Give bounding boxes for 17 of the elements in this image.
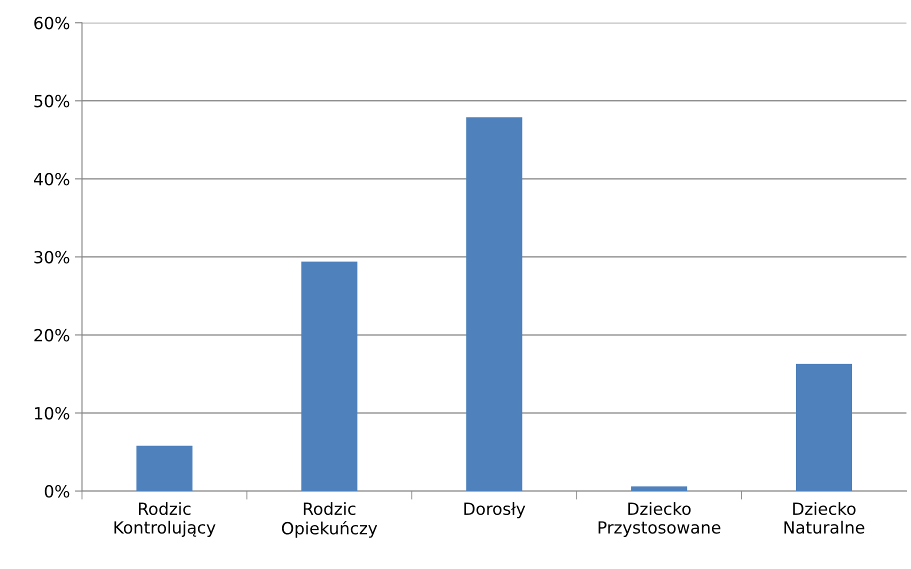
y-tick-label: 40% bbox=[34, 172, 70, 186]
bar bbox=[631, 486, 688, 492]
bar bbox=[466, 117, 522, 492]
y-tick-label: 0% bbox=[44, 485, 70, 498]
y-tick-label: 50% bbox=[34, 94, 70, 108]
y-tick-label: 10% bbox=[34, 406, 70, 420]
x-tick-label: Dziecko Przystosowane bbox=[598, 502, 720, 537]
bar bbox=[796, 364, 852, 492]
y-tick-label: 20% bbox=[34, 328, 70, 342]
x-tick-label: Dorosły bbox=[464, 502, 526, 518]
bar bbox=[136, 446, 192, 492]
x-tick-label: Dziecko Naturalne bbox=[784, 502, 864, 534]
x-tick-label: Rodzic Kontrolujący bbox=[114, 502, 216, 537]
bar bbox=[301, 262, 358, 492]
y-tick-label: 60% bbox=[34, 16, 70, 30]
x-tick-label: Rodzic Opiekuńczy bbox=[282, 502, 378, 538]
y-tick-label: 30% bbox=[34, 250, 70, 264]
